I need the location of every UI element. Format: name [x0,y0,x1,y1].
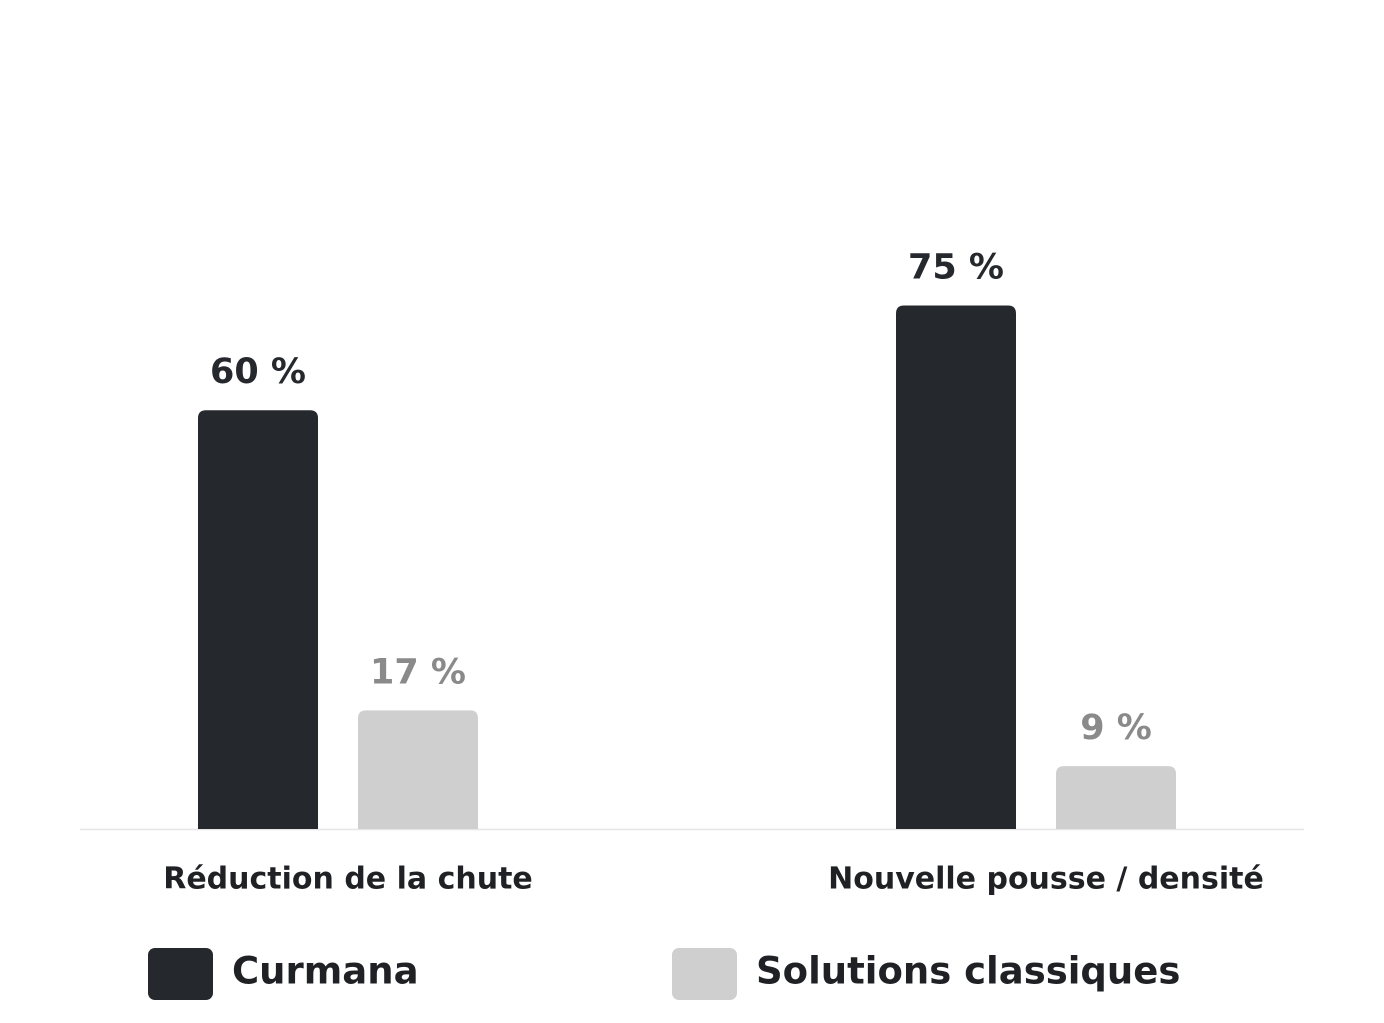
legend-label: Solutions classiques [756,950,1180,993]
legend-swatch [148,948,213,1000]
bar [896,305,1016,829]
category-label: Nouvelle pousse / densité [828,862,1264,897]
value-label: 9 % [1080,708,1152,748]
category-label: Réduction de la chute [163,862,533,897]
legend-label: Curmana [232,950,419,993]
value-label: 60 % [210,352,306,392]
bar [198,410,318,829]
value-label: 75 % [908,248,1004,288]
value-label: 17 % [370,652,466,692]
bar [358,710,478,829]
legend-swatch [672,948,737,1000]
bar [1056,766,1176,829]
